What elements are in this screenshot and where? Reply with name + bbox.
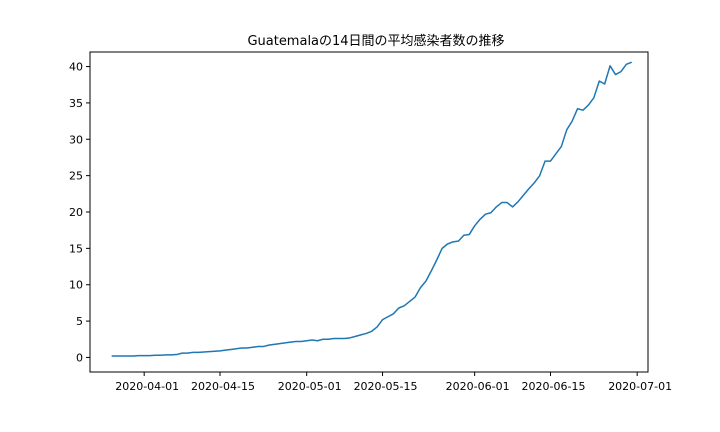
y-tick-label: 0 <box>76 351 83 364</box>
y-tick-label: 20 <box>69 206 83 219</box>
y-tick-label: 5 <box>76 315 83 328</box>
x-axis: 2020-04-01 2020-04-15 2020-05-01 2020-05-15… <box>115 372 672 393</box>
y-tick-label: 15 <box>69 242 83 255</box>
y-tick-label: 35 <box>69 97 83 110</box>
x-tick-label: 2020-07-01 <box>608 380 672 393</box>
series-line <box>111 61 633 357</box>
y-tick-label: 25 <box>69 170 83 183</box>
y-tick-label: 40 <box>69 61 83 74</box>
x-tick-label: 2020-06-15 <box>522 380 586 393</box>
y-axis: 0 5 10 15 20 25 30 35 40 <box>69 61 90 364</box>
x-tick-label: 2020-04-15 <box>191 380 255 393</box>
chart-title: Guatemalaの14日間の平均感染者数の推移 <box>247 33 504 49</box>
x-tick-label: 2020-05-01 <box>278 380 342 393</box>
series-layer <box>111 61 633 357</box>
x-tick-label: 2020-05-15 <box>354 380 418 393</box>
y-tick-label: 30 <box>69 133 83 146</box>
y-tick-label: 10 <box>69 279 83 292</box>
plot-area <box>89 51 649 373</box>
x-tick-label: 2020-04-01 <box>115 380 179 393</box>
x-tick-label: 2020-06-01 <box>446 380 510 393</box>
